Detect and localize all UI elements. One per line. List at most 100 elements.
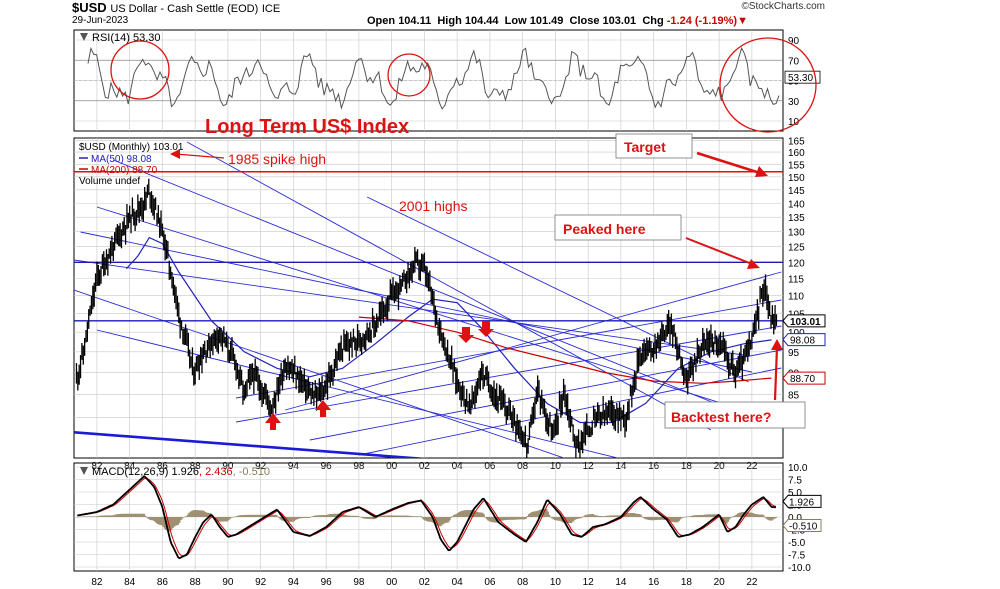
macd-histogram-bar	[671, 517, 674, 522]
macd-histogram-bar	[406, 515, 409, 517]
x-tick-label: 20	[714, 461, 726, 472]
macd-histogram-bar	[766, 517, 769, 520]
price-tag	[782, 371, 826, 385]
macd-histogram-bar	[476, 511, 478, 517]
x-tick-label: 94	[288, 577, 300, 588]
macd-histogram-bar	[452, 515, 455, 517]
macd-histogram-bar	[185, 516, 188, 517]
macd-histogram-bar	[638, 514, 641, 517]
macd-histogram-bar	[147, 517, 150, 519]
macd-histogram-bar	[458, 511, 461, 517]
macd-histogram-bar	[103, 515, 106, 517]
macd-histogram-bar	[686, 516, 689, 518]
macd-histogram-bar	[444, 517, 447, 523]
macd-histogram-bar	[230, 517, 233, 518]
macd-histogram-bar	[759, 514, 762, 517]
macd-histogram-bar	[237, 515, 240, 517]
macd-histogram-bar	[709, 514, 712, 517]
macd-histogram-bar	[770, 517, 773, 521]
macd-histogram-bar	[769, 517, 772, 521]
macd-histogram-bar	[159, 517, 162, 525]
macd-histogram-bar	[592, 514, 594, 517]
macd-histogram-bar	[294, 517, 297, 520]
macd-histogram-bar	[320, 515, 323, 517]
x-tick-label: 04	[452, 577, 464, 588]
macd-histogram-bar	[573, 517, 575, 521]
x-tick-label: 00	[386, 577, 398, 588]
price-y-tick-label: 125	[788, 243, 805, 254]
price-y-tick-label: 115	[788, 275, 804, 286]
macd-histogram-bar	[367, 517, 369, 519]
macd-histogram-bar	[612, 515, 615, 517]
descending-channel-line	[186, 141, 712, 431]
x-tick-label: 02	[419, 577, 431, 588]
spike-high-annotation: 1985 spike high	[228, 151, 326, 167]
macd-histogram-bar	[169, 517, 171, 532]
price-y-tick-label: 130	[788, 228, 805, 239]
price-y-tick-label: 95	[788, 348, 800, 359]
macd-histogram-bar	[491, 517, 493, 523]
macd-histogram-bar	[436, 517, 439, 526]
peaked-here-annotation: Peaked here	[563, 221, 646, 237]
macd-histogram-bar	[362, 517, 365, 519]
macd-histogram-bar	[525, 517, 528, 519]
macd-histogram-bar	[517, 517, 519, 520]
macd-histogram-bar	[710, 514, 713, 517]
macd-histogram-bar	[609, 515, 612, 517]
price-y-tick-label: 120	[788, 258, 805, 269]
macd-histogram-bar	[293, 517, 296, 522]
macd-histogram-bar	[555, 517, 558, 521]
macd-histogram-bar	[521, 517, 524, 520]
macd-histogram-bar	[192, 510, 195, 517]
macd-histogram-bar	[761, 514, 764, 517]
x-tick-label: 04	[452, 461, 464, 472]
macd-histogram-bar	[511, 517, 514, 520]
macd-histogram-bar	[289, 517, 292, 522]
macd-histogram-bar	[762, 515, 765, 517]
macd-histogram-bar	[373, 517, 376, 520]
backtest-annotation-box	[664, 401, 806, 429]
macd-histogram-bar	[287, 517, 290, 522]
macd-histogram-bar	[352, 515, 354, 517]
macd-histogram-bar	[252, 514, 255, 517]
macd-histogram-bar	[369, 517, 372, 520]
macd-histogram-bar	[567, 517, 570, 524]
macd-histogram-bar	[353, 515, 356, 517]
macd-histogram-bar	[547, 511, 549, 517]
macd-histogram-bar	[365, 517, 368, 519]
change-value: -1.24 (-1.19%)	[666, 15, 738, 27]
macd-histogram-bar	[633, 512, 635, 517]
macd-histogram-bar	[712, 514, 715, 517]
macd-histogram-bar	[693, 515, 695, 517]
macd-histogram-bar	[207, 513, 210, 517]
macd-histogram-bar	[659, 517, 661, 520]
macd-histogram-bar	[442, 517, 444, 525]
macd-histogram-bar	[422, 517, 425, 520]
macd-histogram-bar	[109, 515, 111, 517]
macd-histogram-bar	[684, 516, 687, 518]
ma50-legend-label: MA(50) 98.08	[91, 154, 152, 165]
macd-histogram-bar	[402, 515, 405, 517]
macd-histogram-bar	[661, 517, 664, 520]
x-tick-label: 08	[517, 461, 529, 472]
x-tick-label: 84	[124, 461, 136, 472]
macd-histogram-bar	[420, 516, 423, 517]
target-annotation: Target	[624, 139, 666, 155]
macd-histogram-bar	[578, 517, 581, 519]
macd-histogram-bar	[585, 514, 588, 517]
macd-histogram-bar	[626, 513, 629, 517]
macd-histogram-bar	[281, 517, 283, 521]
macd-histogram-bar	[593, 514, 596, 517]
x-tick-label: 82	[91, 577, 103, 588]
macd-line	[77, 475, 776, 560]
macd-histogram-bar	[581, 517, 584, 518]
macd-histogram-bar	[203, 511, 206, 517]
macd-legend: MACD(12,26,9) 1.926, 2.436, -0.510	[92, 466, 270, 478]
macd-histogram-bar	[477, 512, 480, 517]
macd-histogram-bar	[519, 517, 522, 520]
macd-histogram-bar	[629, 513, 631, 517]
macd-histogram-bar	[114, 514, 117, 517]
rsi-line	[87, 46, 780, 110]
price-tag	[782, 314, 826, 328]
macd-histogram-bar	[163, 517, 166, 529]
